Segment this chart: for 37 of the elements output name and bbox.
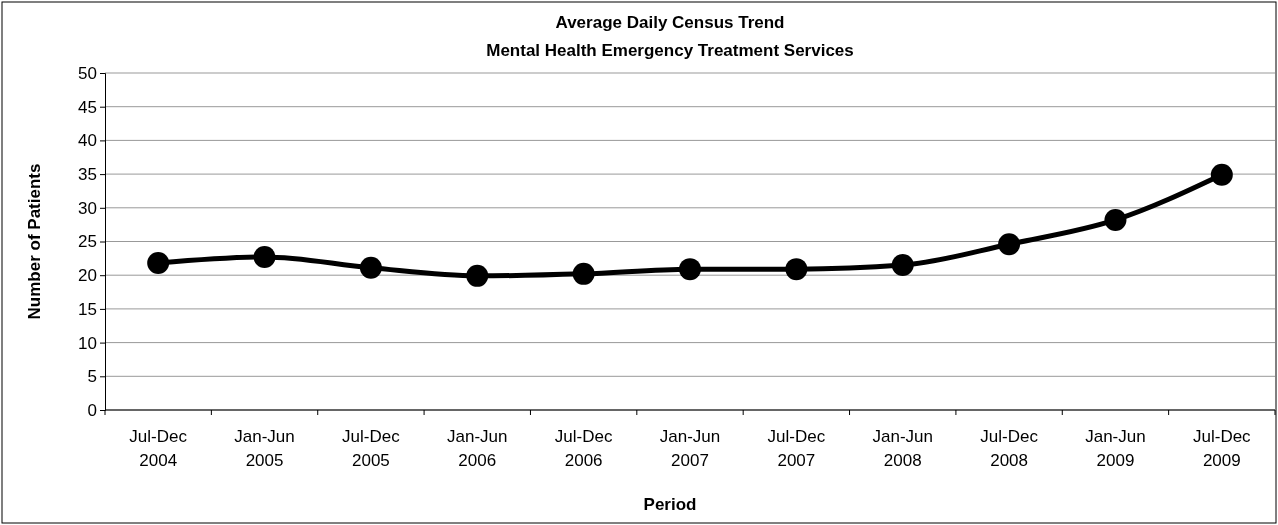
x-tick-label: Jul-Dec 2009 [1193,427,1252,470]
point [466,264,489,287]
point [1104,208,1127,231]
chart-title: Average Daily Census Trend [555,13,785,32]
y-tick-label: 30 [78,198,97,218]
point [891,254,914,277]
point [1210,163,1233,186]
x-axis-title: Period [643,495,697,514]
point [572,262,595,285]
x-tick-label: Jan-Jun 2005 [234,427,295,470]
y-tick-label: 5 [87,367,97,387]
x-tick-label: Jan-Jun 2008 [872,427,933,470]
point [147,252,170,275]
point [253,246,276,268]
y-tick-label: 25 [78,232,97,252]
x-tick-label: Jan-Jun 2007 [659,427,721,470]
x-tick-label: Jul-Dec 2008 [980,427,1039,470]
y-tick-label: 15 [78,299,97,319]
x-tick-label: Jul-Dec 2007 [767,427,826,470]
y-axis-title: Number of Patients [25,163,44,320]
y-tick-label: 35 [78,165,97,185]
x-tick-label: Jul-Dec 2006 [554,427,613,470]
y-tick-label: 45 [78,97,97,117]
point [359,256,382,279]
x-tick-label: Jul-Dec 2005 [342,427,401,470]
point [679,258,701,281]
y-tick-label: 50 [78,63,97,83]
x-tick-label: Jul-Dec 2004 [129,427,188,470]
point [785,258,808,281]
y-tick-label: 40 [78,131,97,151]
point [998,233,1021,256]
y-tick-label: 0 [87,400,97,420]
chart-subtitle: Mental Health Emergency Treatment Services [486,41,854,60]
x-tick-label: Jan-Jun 2006 [447,427,508,470]
y-tick-label: 20 [78,266,97,286]
y-tick-label: 10 [78,333,97,353]
x-tick-label: Jan-Jun 2009 [1085,427,1146,470]
